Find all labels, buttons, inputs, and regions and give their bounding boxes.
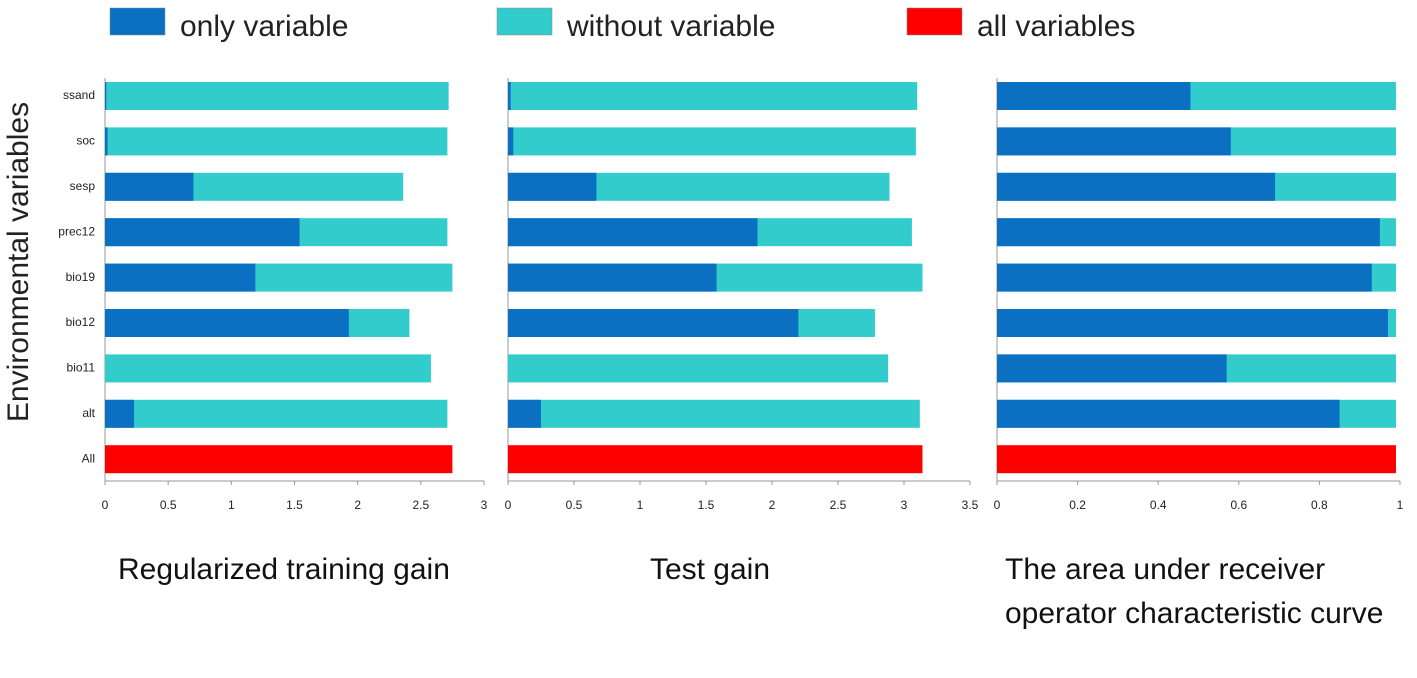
bar [508, 399, 920, 428]
x-tick-label: 2.5 [830, 498, 847, 512]
bar [997, 127, 1231, 156]
bar [105, 218, 300, 247]
x-tick-label: 1 [637, 498, 644, 512]
bar [105, 127, 108, 156]
bar [508, 127, 916, 156]
bar [997, 218, 1380, 247]
bar [997, 263, 1372, 292]
bar [105, 309, 349, 337]
x-tick-label: 0.2 [1069, 498, 1086, 512]
legend-swatch [109, 7, 166, 36]
legend-swatch [496, 7, 553, 36]
y-tick-label: prec12 [58, 224, 95, 238]
x-tick-label: 0.5 [160, 498, 177, 512]
bar [105, 127, 448, 156]
x-tick-label: 3.5 [962, 498, 979, 512]
bar [105, 263, 256, 292]
legend-label: only variable [180, 10, 348, 43]
y-tick-label: bio19 [66, 270, 96, 284]
legend-swatch [906, 7, 963, 36]
x-tick-label: 0.6 [1230, 498, 1247, 512]
bar [508, 309, 799, 337]
x-tick-label: 2 [354, 498, 361, 512]
y-tick-label: sesp [70, 179, 96, 193]
bar [997, 399, 1340, 428]
bar [105, 445, 453, 474]
bar [105, 399, 448, 428]
bar [508, 82, 918, 110]
y-tick-label: All [82, 451, 95, 465]
x-tick-label: 1.5 [698, 498, 715, 512]
legend-label: without variable [566, 10, 775, 43]
x-tick-label: 0.4 [1150, 498, 1167, 512]
x-tick-label: 0.8 [1311, 498, 1328, 512]
legend-label: all variables [977, 10, 1135, 43]
bar [105, 172, 194, 201]
x-tick-label: 3 [901, 498, 908, 512]
x-tick-label: 2.5 [412, 498, 429, 512]
y-axis-label: Environmental variables [2, 102, 35, 422]
x-tick-label: 1 [1397, 498, 1404, 512]
x-tick-label: 0 [505, 498, 512, 512]
x-tick-label: 3 [481, 498, 488, 512]
y-tick-label: bio12 [66, 315, 96, 329]
y-tick-label: alt [82, 406, 95, 420]
bar [508, 218, 758, 247]
bar [508, 399, 541, 428]
bar [105, 354, 431, 383]
bar [508, 263, 717, 292]
y-tick-label: soc [76, 134, 95, 148]
bar [508, 82, 511, 110]
x-tick-label: 0 [102, 498, 109, 512]
bar [105, 82, 107, 110]
bar [508, 172, 597, 201]
bar [997, 82, 1191, 110]
bar [105, 399, 135, 428]
bar [105, 82, 449, 110]
x-tick-label: 1 [228, 498, 235, 512]
bar [997, 172, 1276, 201]
y-tick-label: bio11 [67, 361, 96, 375]
bar [508, 354, 889, 383]
y-tick-label: ssand [63, 88, 95, 102]
x-tick-label: 0.5 [566, 498, 583, 512]
panel-title: The area under receiver operator charact… [1005, 553, 1384, 630]
panel-title: Test gain [649, 553, 771, 586]
panel-title: Regularized training gain [118, 553, 450, 586]
bar [997, 445, 1396, 474]
bar [997, 309, 1388, 337]
bar [508, 127, 514, 156]
x-tick-label: 0 [994, 498, 1001, 512]
bar [508, 445, 923, 474]
bar [997, 354, 1227, 383]
x-tick-label: 1.5 [286, 498, 303, 512]
x-tick-label: 2 [769, 498, 776, 512]
